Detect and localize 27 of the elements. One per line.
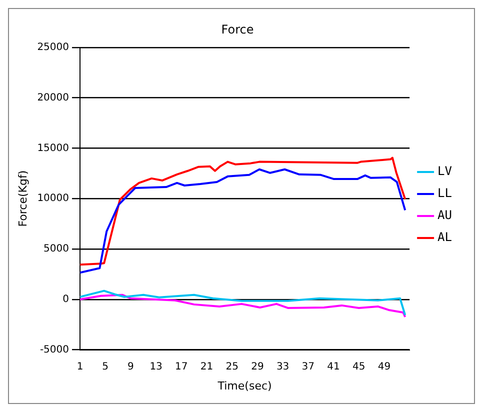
y-tick-label: 25000 <box>37 42 70 53</box>
y-tick-label: 20000 <box>37 92 70 104</box>
y-axis-title: Force(Kgf) <box>16 170 30 227</box>
x-axis-title: Time(sec) <box>216 379 272 392</box>
x-tick-label: 45 <box>352 361 366 372</box>
x-tick-label: 49 <box>378 361 391 372</box>
x-tick-label: 41 <box>327 361 340 372</box>
x-tick-label: 25 <box>226 361 238 372</box>
x-tick-label: 33 <box>276 361 290 372</box>
legend-label: AU <box>438 208 452 222</box>
x-tick-label: 29 <box>251 361 264 372</box>
y-tick-label: -5000 <box>40 344 70 356</box>
y-tick-label: 5000 <box>44 244 70 255</box>
x-tick-label: 9 <box>128 361 134 372</box>
chart-title: Force <box>221 22 254 36</box>
y-tick-label: 0 <box>62 294 70 305</box>
x-tick-label: 21 <box>200 361 214 372</box>
legend-label: LV <box>438 164 452 178</box>
x-tick-label: 5 <box>102 361 109 372</box>
x-tick-label: 17 <box>175 361 188 372</box>
x-tick-label: 37 <box>302 361 315 372</box>
y-tick-label: 10000 <box>37 193 70 204</box>
legend-label: LL <box>438 186 452 200</box>
x-tick-label: 1 <box>76 361 84 372</box>
y-tick-label: 15000 <box>37 142 70 154</box>
x-tick-label: 13 <box>150 361 162 372</box>
legend-label: AL <box>438 230 452 244</box>
